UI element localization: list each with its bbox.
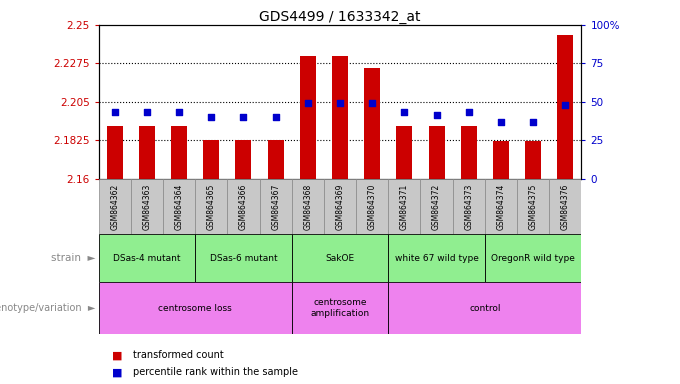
Bar xyxy=(267,140,284,179)
Bar xyxy=(388,234,485,282)
Text: GSM864363: GSM864363 xyxy=(142,183,152,230)
Text: transformed count: transformed count xyxy=(133,350,223,360)
Text: centrosome
amplification: centrosome amplification xyxy=(311,298,369,318)
Bar xyxy=(99,282,292,334)
Bar xyxy=(235,140,252,179)
Bar xyxy=(364,68,380,179)
Text: GSM864372: GSM864372 xyxy=(432,183,441,230)
Bar xyxy=(453,179,485,234)
Text: GSM864365: GSM864365 xyxy=(207,183,216,230)
Bar xyxy=(388,179,420,234)
Text: GSM864367: GSM864367 xyxy=(271,183,280,230)
Point xyxy=(238,114,249,120)
Text: GSM864374: GSM864374 xyxy=(496,183,505,230)
Bar xyxy=(525,141,541,179)
Text: white 67 wild type: white 67 wild type xyxy=(394,254,479,263)
Bar xyxy=(139,126,155,179)
Text: GSM864370: GSM864370 xyxy=(368,183,377,230)
Bar xyxy=(292,282,388,334)
Bar xyxy=(171,126,187,179)
Text: GDS4499 / 1633342_at: GDS4499 / 1633342_at xyxy=(259,10,421,23)
Text: GSM864375: GSM864375 xyxy=(528,183,538,230)
Text: ■: ■ xyxy=(112,350,122,360)
Text: GSM864368: GSM864368 xyxy=(303,183,312,230)
Text: centrosome loss: centrosome loss xyxy=(158,304,232,313)
Text: GSM864371: GSM864371 xyxy=(400,183,409,230)
Point xyxy=(367,100,377,106)
Bar xyxy=(107,126,122,179)
Text: genotype/variation  ►: genotype/variation ► xyxy=(0,303,95,313)
Text: SakOE: SakOE xyxy=(326,254,354,263)
Text: GSM864369: GSM864369 xyxy=(335,183,345,230)
Text: OregonR wild type: OregonR wild type xyxy=(491,254,575,263)
Point xyxy=(431,113,442,119)
Text: strain  ►: strain ► xyxy=(51,253,95,263)
Bar xyxy=(227,179,260,234)
Bar xyxy=(485,179,517,234)
Text: GSM864366: GSM864366 xyxy=(239,183,248,230)
Bar xyxy=(420,179,453,234)
Bar xyxy=(99,179,131,234)
Bar xyxy=(292,179,324,234)
Point xyxy=(335,100,345,106)
Point xyxy=(560,102,571,108)
Point xyxy=(206,114,217,120)
Bar xyxy=(388,282,581,334)
Bar xyxy=(428,126,445,179)
Point xyxy=(496,119,507,125)
Point xyxy=(173,109,184,115)
Bar xyxy=(300,56,316,179)
Text: GSM864364: GSM864364 xyxy=(175,183,184,230)
Bar xyxy=(131,179,163,234)
Bar xyxy=(356,179,388,234)
Bar xyxy=(99,234,195,282)
Bar xyxy=(260,179,292,234)
Bar xyxy=(195,179,227,234)
Point xyxy=(399,109,410,115)
Point xyxy=(528,119,539,125)
Bar xyxy=(332,56,348,179)
Text: control: control xyxy=(469,304,500,313)
Text: GSM864376: GSM864376 xyxy=(561,183,570,230)
Point xyxy=(141,109,152,115)
Text: ■: ■ xyxy=(112,367,122,377)
Point xyxy=(303,100,313,106)
Text: GSM864373: GSM864373 xyxy=(464,183,473,230)
Bar xyxy=(195,234,292,282)
Bar xyxy=(396,126,412,179)
Text: DSas-4 mutant: DSas-4 mutant xyxy=(113,254,181,263)
Bar xyxy=(460,126,477,179)
Bar xyxy=(493,141,509,179)
Bar xyxy=(558,35,573,179)
Text: GSM864362: GSM864362 xyxy=(110,183,119,230)
Text: percentile rank within the sample: percentile rank within the sample xyxy=(133,367,298,377)
Bar xyxy=(203,140,219,179)
Point xyxy=(463,109,474,115)
Bar xyxy=(163,179,195,234)
Point xyxy=(270,114,281,120)
Bar xyxy=(517,179,549,234)
Bar xyxy=(292,234,388,282)
Bar xyxy=(485,234,581,282)
Text: DSas-6 mutant: DSas-6 mutant xyxy=(209,254,277,263)
Bar xyxy=(549,179,581,234)
Point xyxy=(109,109,120,115)
Bar xyxy=(324,179,356,234)
